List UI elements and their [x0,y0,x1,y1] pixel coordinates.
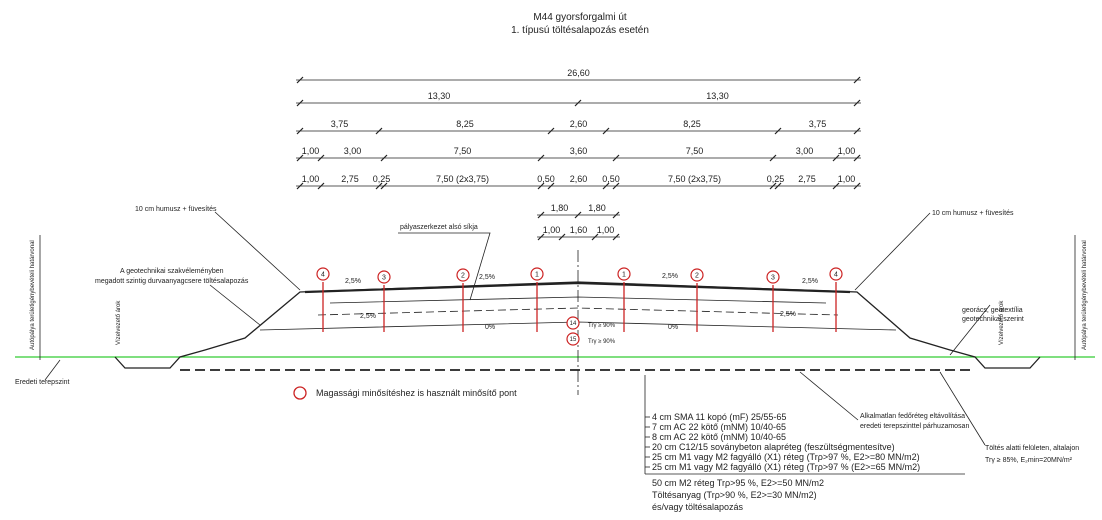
marker-label: 3 [771,275,775,282]
dimension-label: 1,80 [551,203,569,213]
dimension-label: 1,00 [597,225,615,235]
layer-text: 20 cm C12/15 soványbeton alapréteg (fesz… [652,442,895,452]
annotation: Autópálya területigénybevételi határvona… [1082,240,1088,350]
annotation: 10 cm humusz + füvesítés [932,210,1014,217]
marker-label: 4 [321,272,325,279]
leader [940,372,985,445]
annotation: eredeti terepszinttel párhuzamosan [860,423,969,430]
dimension-label: 7,50 [686,146,704,156]
annotation: geotechnikai szerint [962,316,1024,323]
dimension-label: 2,75 [798,174,816,184]
dimension-label: 0,25 [373,174,391,184]
layer-text: 25 cm M1 vagy M2 fagyálló (X1) réteg (Tr… [652,452,920,462]
layer-text: Töltésanyag (Trρ>90 %, E2>=30 MN/m2) [652,490,817,500]
dimension-label: 0,25 [767,174,785,184]
annotation: A geotechnikai szakvéleményben [120,268,224,275]
dimension-label: 2,60 [570,174,588,184]
dimension-label: 8,25 [683,119,701,129]
dimension-label: 0,50 [602,174,620,184]
dimension-label: 3,00 [344,146,362,156]
layer-text: 4 cm SMA 11 kopó (mF) 25/55-65 [652,412,786,422]
marker-label: 14 [570,321,577,327]
annotation: Alkalmatlan fedőréteg eltávolítása [860,413,965,420]
annotation: Trγ ≥ 90% [588,323,616,329]
annotation: Trγ ≥ 85%, E₂min=20MN/m² [985,457,1073,464]
marker-label: 1 [622,272,626,279]
slope-label: 2,5% [360,313,376,320]
dimension-label: 1,60 [570,225,588,235]
dimension-label: 1,00 [838,146,856,156]
dimension-label: 2,60 [570,119,588,129]
dimension-label: 7,50 (2x3,75) [436,174,489,184]
dimension-label: 3,75 [331,119,349,129]
dimension-label: 7,50 (2x3,75) [668,174,721,184]
annotation: pályaszerkezet alsó síkja [400,224,478,231]
dimension-label: 3,00 [796,146,814,156]
slope-label: 0% [485,324,495,331]
subtitle: 1. típusú töltésalapozás esetén [511,25,649,36]
dimension-label: 2,75 [341,174,359,184]
dimension-label: 3,75 [809,119,827,129]
legend-text: Magassági minősítéshez is használt minős… [316,388,517,398]
marker-label: 4 [834,272,838,279]
dimension-label: 1,00 [302,146,320,156]
dimension-label: 1,00 [543,225,561,235]
annotation: megadott szintig durvaanyagcsere töltésa… [95,278,249,285]
slope-label: 2,5% [479,274,495,281]
leader [398,233,490,300]
dimension-label: 1,80 [588,203,606,213]
dimension-label: 8,25 [456,119,474,129]
layer-text: 25 cm M1 vagy M2 fagyálló (X1) réteg (Tr… [652,462,920,472]
layer-text: 50 cm M2 réteg Trρ>95 %, E2>=50 MN/m2 [652,478,824,488]
marker-label: 15 [570,337,577,343]
annotation: 10 cm humusz + füvesítés [135,206,217,213]
layer-text: és/vagy töltésalapozás [652,502,744,512]
title: M44 gyorsforgalmi út [533,12,627,23]
dimension-label: 0,50 [537,174,555,184]
slope-label: 2,5% [780,311,796,318]
dimension-label: 1,00 [838,174,856,184]
dimension-label: 1,00 [302,174,320,184]
annotation: Eredeti terepszint [15,379,70,386]
marker-label: 2 [695,273,699,280]
layer-text: 7 cm AC 22 kötő (mNM) 10/40-65 [652,422,786,432]
dimension-label: 3,60 [570,146,588,156]
annotation: Töltés alatti felületen, altalajon [985,445,1079,452]
leader [800,372,858,420]
slope-label: 2,5% [802,278,818,285]
leader [210,285,260,325]
leader [855,213,930,290]
dimension-label: 13,30 [428,91,451,101]
dimension-label: 26,60 [567,68,590,78]
slope-label: 2,5% [345,278,361,285]
layer-text: 8 cm AC 22 kötő (mNM) 10/40-65 [652,432,786,442]
annotation: Autópálya területigénybevételi határvona… [30,240,36,350]
cross-section: M44 gyorsforgalmi út 1. típusú töltésala… [0,0,1102,520]
pavement [305,283,850,292]
dimension-label: 7,50 [454,146,472,156]
marker-label: 3 [382,275,386,282]
leader [45,360,60,380]
marker-label: 2 [461,273,465,280]
dimension-label: 13,30 [706,91,729,101]
marker-label: 1 [535,272,539,279]
annotation: Trγ ≥ 90% [588,339,616,345]
slope-label: 0% [668,324,678,331]
slope-label: 2,5% [662,273,678,280]
annotation: georács, geotextília [962,307,1023,314]
legend-marker [294,387,306,399]
annotation: Vízelvezető árok [116,300,122,345]
